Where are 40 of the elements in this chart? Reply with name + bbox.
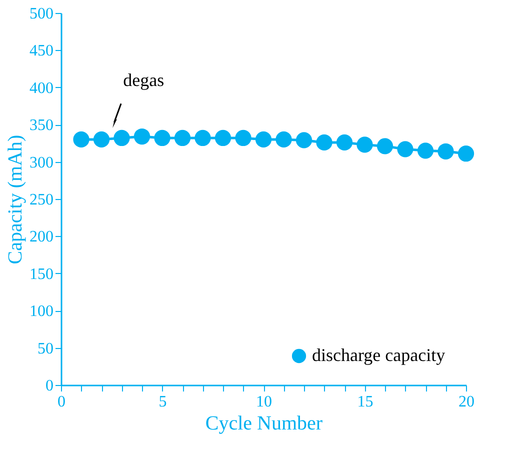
point [255, 131, 272, 148]
point [356, 136, 373, 153]
y-axis-title: Capacity (mAh) [4, 134, 26, 264]
point [397, 141, 414, 158]
point [214, 130, 232, 146]
point [417, 142, 434, 159]
point [336, 134, 353, 150]
y-tick-label: 250 [30, 192, 54, 208]
point [276, 131, 292, 148]
y-tick-label: 350 [30, 117, 54, 134]
point [93, 131, 110, 148]
x-tick-label: 15 [357, 394, 374, 410]
x-tick-label: 20 [458, 394, 474, 410]
point [114, 130, 130, 146]
point [235, 130, 252, 146]
legend-label: discharge capacity [312, 345, 446, 365]
x-axis-title: Cycle Number [205, 412, 323, 434]
y-tick-label: 200 [30, 228, 54, 246]
point [154, 130, 170, 146]
y-tick-label: 300 [30, 154, 54, 172]
annotation: degas [123, 70, 164, 90]
point [194, 130, 211, 146]
y-tick-label: 50 [38, 340, 54, 358]
y-tick-label: 400 [30, 80, 54, 97]
y-tick-label: 450 [30, 42, 54, 60]
point [73, 131, 90, 148]
x-tick-label: 5 [158, 394, 167, 410]
point [296, 132, 312, 148]
point [134, 128, 150, 145]
point [438, 143, 454, 160]
x-tick-label: 10 [256, 394, 272, 410]
y-tick-label: 100 [30, 303, 54, 320]
point [376, 138, 394, 154]
y-tick-label: 0 [46, 378, 54, 394]
point [174, 130, 191, 146]
point [458, 146, 474, 162]
point [316, 134, 332, 150]
y-tick-label: 150 [30, 266, 54, 283]
x-tick-label: 0 [58, 394, 66, 410]
y-tick-label: 500 [30, 6, 54, 22]
